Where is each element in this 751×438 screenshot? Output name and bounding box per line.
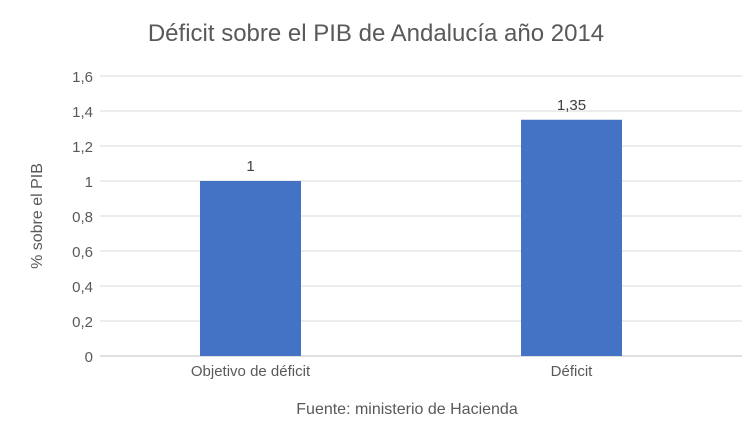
y-tick-label: 0,4 <box>72 279 93 296</box>
source-note: Fuente: ministerio de Hacienda <box>296 401 518 418</box>
y-tick-label: 1,4 <box>72 104 93 121</box>
y-tick-label: 1,6 <box>72 69 93 86</box>
y-tick-label: 0,6 <box>72 244 93 261</box>
chart-title: Déficit sobre el PIB de Andalucía año 20… <box>148 20 604 47</box>
x-tick-label: Objetivo de déficit <box>191 363 311 380</box>
bar <box>521 119 622 356</box>
y-axis-label: % sobre el PIB <box>29 163 46 269</box>
x-tick-label: Déficit <box>551 363 594 380</box>
y-tick-label: 1,2 <box>72 139 93 156</box>
data-label: 1,35 <box>557 97 586 114</box>
y-tick-label: 0 <box>85 349 93 366</box>
y-tick-label: 1 <box>85 174 93 191</box>
data-label: 1 <box>246 158 254 175</box>
bar <box>200 181 301 356</box>
y-tick-label: 0,8 <box>72 209 93 226</box>
y-tick-label: 0,2 <box>72 314 93 331</box>
